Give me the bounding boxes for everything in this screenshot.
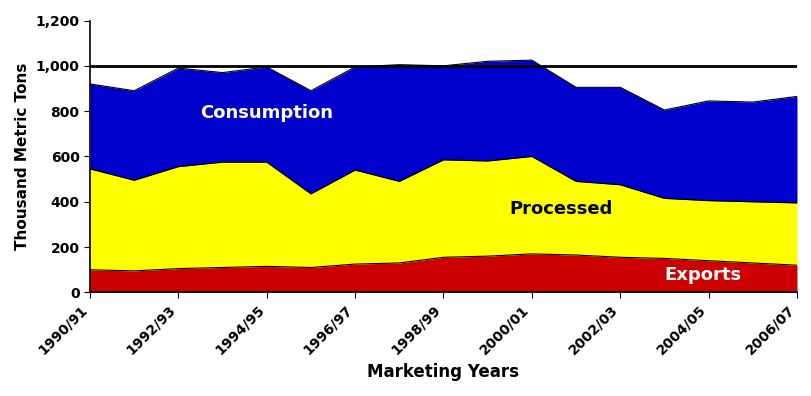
Text: Processed: Processed — [509, 200, 612, 217]
Text: Exports: Exports — [663, 267, 740, 284]
Text: Consumption: Consumption — [200, 105, 333, 122]
Y-axis label: Thousand Metric Tons: Thousand Metric Tons — [15, 63, 30, 250]
X-axis label: Marketing Years: Marketing Years — [367, 363, 519, 381]
